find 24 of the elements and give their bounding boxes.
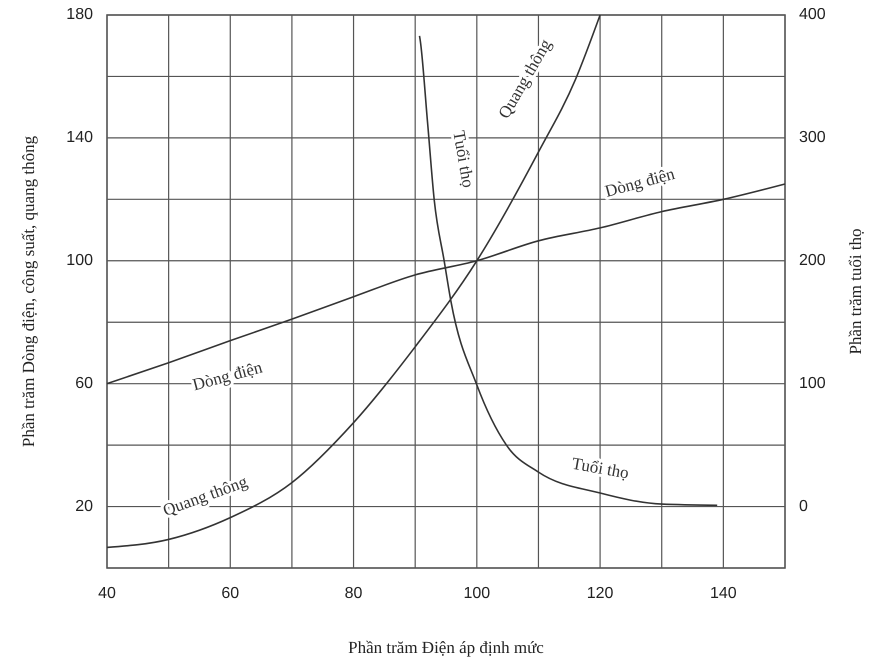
y2-axis-title: Phần trăm tuổi thọ — [846, 228, 865, 355]
text: Tuổi thọ — [570, 454, 630, 482]
y-tick-label: 20 — [75, 498, 94, 515]
text: Dòng điện — [602, 164, 677, 201]
x-tick-label: 60 — [221, 585, 240, 602]
y2-tick-label: 400 — [799, 6, 826, 24]
y2-tick-label: 300 — [799, 129, 826, 146]
text: Tuổi thọ — [449, 129, 478, 190]
y2-tick-label: 200 — [799, 252, 826, 270]
y2-tick-label: 0 — [799, 498, 808, 515]
x-tick-label: 80 — [344, 585, 363, 602]
y-axis-title: Phần trăm Dòng điện, công suất, quang thông — [18, 135, 38, 448]
y-tick-label: 180 — [66, 6, 94, 24]
y-tick-label: 60 — [75, 374, 94, 392]
x-tick-label: 140 — [710, 585, 737, 602]
x-tick-label: 100 — [463, 585, 490, 602]
y-tick-label: 140 — [66, 129, 94, 146]
y2-tick-label: 100 — [799, 374, 826, 392]
text: Quang thông — [160, 472, 250, 520]
text: Dòng điện — [190, 357, 265, 394]
y-tick-label: 100 — [66, 252, 94, 270]
x-axis-title: Phần trăm Điện áp định mức — [348, 638, 544, 657]
x-tick-label: 40 — [98, 585, 116, 602]
x-tick-label: 120 — [586, 585, 614, 602]
